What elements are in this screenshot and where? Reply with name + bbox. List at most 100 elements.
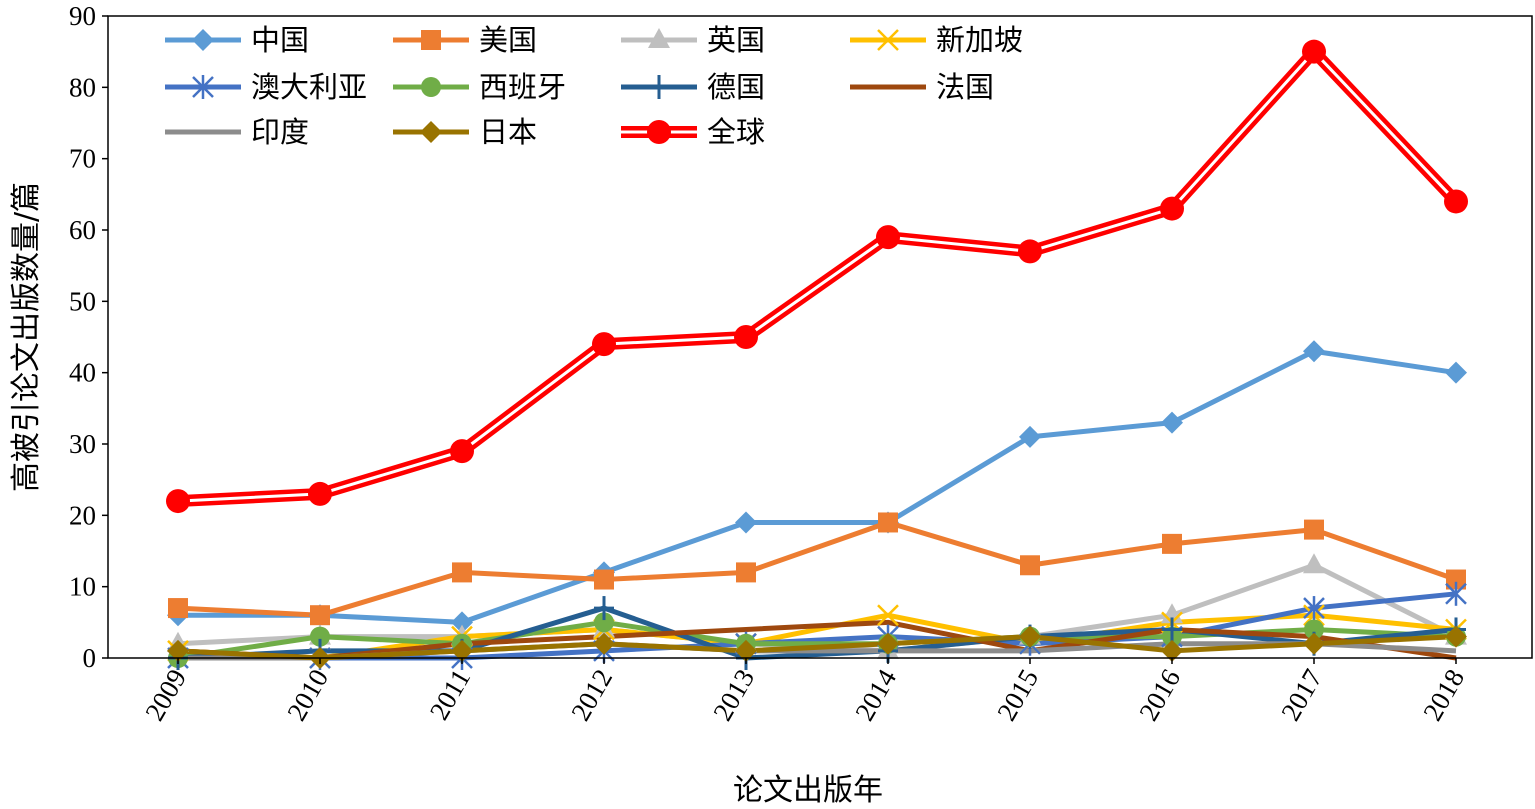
series-0-point-6: [1019, 425, 1041, 448]
series-line-9: [177, 634, 1457, 661]
series-9-point-0: [167, 639, 189, 662]
series-9-point-8: [1303, 632, 1325, 655]
series-9-point-3: [593, 632, 615, 655]
series-10-point-8: [1302, 39, 1326, 64]
legend-item-4: 澳大利亚: [165, 70, 367, 104]
series-10-point-9: [1444, 189, 1468, 214]
legend-label-6: 德国: [707, 70, 765, 104]
legend-label-7: 法国: [936, 70, 994, 104]
legend-marker-5: [421, 77, 441, 97]
series-1-point-1: [310, 605, 330, 626]
x-tick-label-2012: 2012: [565, 664, 618, 726]
legend-marker-4: [192, 75, 214, 99]
series-0-point-9: [1445, 361, 1467, 384]
legend-label-1: 美国: [479, 23, 537, 57]
y-tick-label-20: 20: [69, 500, 96, 530]
series-1-point-3: [594, 569, 614, 590]
legend-label-2: 英国: [707, 23, 765, 57]
series-line-0: [178, 348, 1457, 625]
legend-item-8: 印度: [165, 115, 309, 149]
series-1-point-9: [1446, 569, 1466, 590]
y-axis: 0 10 20 30 40 50 60 70 80 90: [69, 1, 108, 673]
x-tick-label-2018: 2018: [1417, 664, 1470, 726]
series-line-7: [177, 619, 1457, 661]
series-10-point-0: [166, 489, 190, 514]
series-5-point-8: [1304, 619, 1324, 640]
x-tick-label-2013: 2013: [707, 664, 760, 726]
y-tick-label-90: 90: [69, 1, 96, 31]
legend-label-8: 印度: [251, 115, 309, 149]
x-tick-label-2017: 2017: [1275, 664, 1328, 726]
y-tick-label-60: 60: [69, 215, 96, 245]
series-4-point-9: [1445, 581, 1467, 606]
series-0-point-8: [1303, 340, 1325, 363]
y-tick-label-30: 30: [69, 429, 96, 459]
series-1-point-6: [1020, 555, 1040, 576]
series-10-point-1: [308, 481, 332, 506]
series-1-point-8: [1304, 519, 1324, 540]
legend-marker-0: [192, 29, 214, 51]
y-tick-label-50: 50: [69, 286, 96, 316]
legend-label-9: 日本: [479, 115, 537, 149]
legend-marker-2: [648, 28, 670, 48]
x-axis: 2009 2010 2011 2012 2013 2014 2015 2016 2017 2018: [139, 658, 1470, 726]
series-10-point-4: [734, 325, 758, 349]
series-10-point-5: [876, 225, 900, 250]
legend-item-2: 英国: [621, 23, 765, 57]
legend-label-10: 全球: [707, 115, 765, 149]
y-tick-label-40: 40: [69, 358, 96, 388]
series-5-point-3: [594, 612, 614, 633]
x-tick-label-2011: 2011: [424, 664, 476, 725]
y-tick-label-0: 0: [83, 643, 97, 673]
legend-item-0: 中国: [165, 23, 309, 57]
legend-marker-10: [647, 120, 671, 144]
plot-markers: [166, 39, 1468, 670]
series-line-10: [177, 45, 1461, 508]
series-4-point-8: [1303, 596, 1325, 621]
x-tick-label-2009: 2009: [139, 664, 192, 726]
legend-item-6: 德国: [621, 70, 765, 104]
y-axis-title: 高被引论文出版数量/篇: [9, 182, 44, 492]
legend-item-1: 美国: [393, 23, 537, 57]
x-tick-label-2016: 2016: [1133, 664, 1186, 726]
series-1-point-5: [878, 512, 898, 533]
x-tick-label-2014: 2014: [849, 664, 902, 726]
legend-item-3: 新加坡: [850, 23, 1023, 57]
series-1-point-2: [452, 562, 472, 583]
series-line-inner-10: [177, 50, 1458, 503]
series-1-point-4: [736, 562, 756, 583]
x-axis-title: 论文出版年: [733, 773, 883, 808]
y-tick-label-80: 80: [69, 72, 96, 102]
series-line-3: [177, 612, 1457, 661]
series-9-point-9: [1445, 625, 1467, 648]
legend-marker-1: [421, 30, 441, 50]
plot-lines: [177, 45, 1461, 661]
series-0-point-4: [735, 511, 757, 534]
series-2-point-8: [1303, 553, 1325, 574]
series-9-point-2: [451, 639, 473, 662]
series-10-point-7: [1160, 196, 1184, 221]
series-0-point-7: [1161, 411, 1183, 434]
series-9-point-6: [1019, 625, 1041, 648]
series-5-point-1: [310, 626, 330, 647]
legend-marker-9: [420, 121, 442, 143]
series-3-point-5: [877, 604, 899, 627]
series-1-point-7: [1162, 533, 1182, 554]
series-9-point-5: [877, 632, 899, 655]
series-6-point-3: [594, 596, 614, 621]
series-0-point-2: [451, 611, 473, 634]
legend-item-9: 日本: [393, 115, 537, 149]
legend-marker-3: [877, 29, 899, 51]
legend-item-5: 西班牙: [393, 70, 566, 104]
y-tick-label-70: 70: [69, 144, 96, 174]
series-line-1: [177, 519, 1457, 618]
legend-label-3: 新加坡: [936, 23, 1023, 57]
x-tick-label-2010: 2010: [281, 664, 334, 726]
legend-label-4: 澳大利亚: [251, 70, 367, 104]
legend-label-0: 中国: [251, 23, 309, 57]
legend-item-7: 法国: [850, 70, 994, 104]
series-6-point-7: [1162, 617, 1182, 642]
series-1-point-0: [168, 598, 188, 619]
y-tick-label-10: 10: [69, 572, 96, 602]
